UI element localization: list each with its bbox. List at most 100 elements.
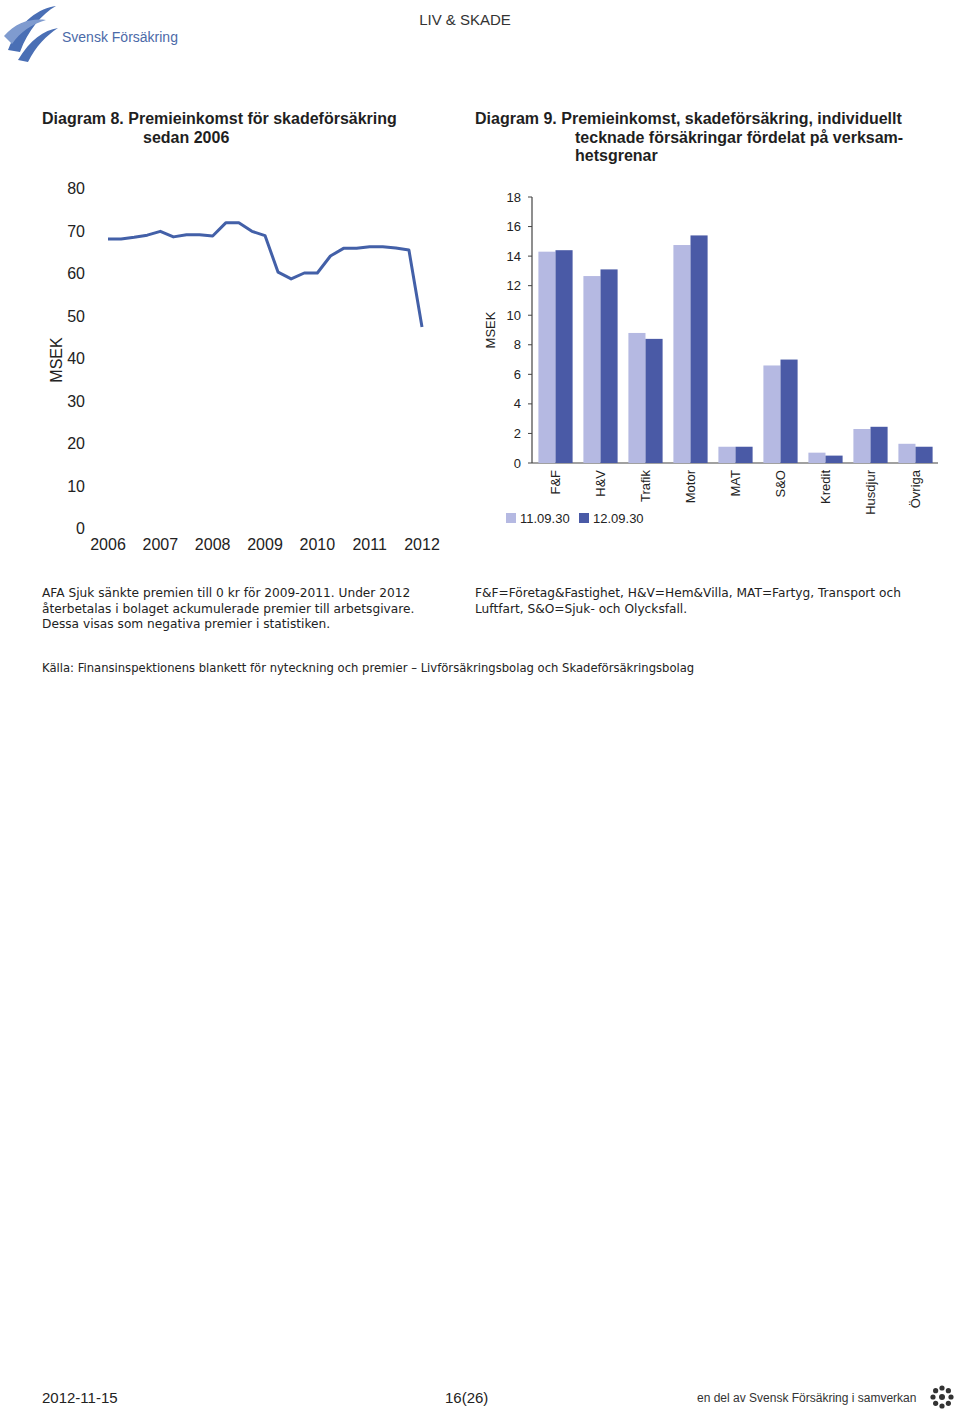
bar (916, 447, 933, 463)
icon-dot (933, 1388, 938, 1393)
x-tick-label: 2012 (404, 536, 440, 553)
y-axis-label: MSEK (48, 337, 65, 383)
y-axis: 024681012141618 (507, 190, 938, 471)
bar (601, 269, 618, 463)
footer-tagline: en del av Svensk Försäkring i samverkan (697, 1391, 916, 1405)
x-tick-label: 2007 (143, 536, 179, 553)
bar (808, 453, 825, 463)
x-tick-label: H&V (593, 470, 608, 497)
y-tick (528, 256, 532, 257)
bar (646, 339, 663, 463)
x-tick-label: 2010 (300, 536, 336, 553)
y-tick-label: 6 (514, 367, 521, 382)
note-line: återbetalas i bolaget ackumulerade premi… (42, 602, 414, 616)
bar (898, 444, 915, 463)
bar (826, 456, 843, 463)
footer-page: 16(26) (445, 1389, 488, 1406)
title-line: tecknade försäkringar fördelat på verksa… (575, 129, 903, 146)
y-tick-label: 12 (507, 278, 521, 293)
x-tick-label: 2006 (90, 536, 126, 553)
bar (583, 276, 600, 463)
page: Svensk Försäkring LIV & SKADE Diagram 8. P… (0, 0, 960, 1415)
y-tick-label: 8 (514, 337, 521, 352)
legend: 11.09.3012.09.30 (506, 511, 644, 526)
y-tick (528, 463, 532, 464)
chart-title: Diagram 8. Premieinkomst för skadeförsäk… (42, 110, 397, 146)
y-tick-label: 10 (67, 478, 85, 495)
y-tick-label: 0 (514, 456, 521, 471)
bar (538, 252, 555, 463)
x-axis: 2006 2007 2008 2009 2010 2011 2012 (90, 536, 440, 553)
x-tick-label: Trafik (638, 470, 653, 503)
bar (556, 250, 573, 463)
bar (853, 429, 870, 463)
plot-area (538, 235, 932, 463)
title-line: hetsgrenar (575, 147, 658, 164)
y-axis-label: MSEK (483, 311, 498, 348)
x-tick-label: 2008 (195, 536, 231, 553)
legend-label: 12.09.30 (593, 511, 644, 526)
bar (736, 447, 753, 463)
title-line: Diagram 9. Premieinkomst, skadeförsäkrin… (475, 110, 902, 127)
bar (628, 333, 645, 463)
x-tick-label: F&F (548, 470, 563, 495)
y-tick-label: 0 (76, 520, 85, 537)
y-tick-label: 20 (67, 435, 85, 452)
bar (781, 360, 798, 463)
icon-dot (939, 1403, 944, 1408)
x-axis: F&FH&VTrafikMotorMATS&OKreditHusdjurÖvri… (548, 469, 923, 515)
y-tick-label: 14 (507, 249, 521, 264)
icon-dot (933, 1401, 938, 1406)
title-line: Diagram 8. Premieinkomst för skadeförsäk… (42, 110, 397, 127)
legend-swatch (579, 513, 589, 523)
y-tick (528, 315, 532, 316)
icon-dot (948, 1394, 953, 1399)
y-tick-label: 80 (67, 180, 85, 197)
note-line: Dessa visas som negativa premier i stati… (42, 617, 330, 631)
bar (691, 235, 708, 463)
x-tick-label: 2011 (352, 536, 387, 553)
data-line (108, 223, 422, 327)
y-axis: 01020304050607080 (67, 180, 85, 537)
y-tick (528, 226, 532, 227)
x-tick-label: S&O (773, 470, 788, 497)
y-tick-label: 18 (507, 190, 521, 205)
y-tick (528, 344, 532, 345)
logo-swoosh (18, 28, 58, 62)
legend-swatch (506, 513, 516, 523)
chart-title: Diagram 9. Premieinkomst, skadeförsäkrin… (475, 110, 903, 164)
source-note: Källa: Finansinspektionens blankett för … (42, 661, 694, 675)
icon-dot (946, 1388, 951, 1393)
x-tick-label: Husdjur (863, 469, 878, 514)
y-tick-label: 4 (514, 396, 521, 411)
y-tick-label: 70 (67, 223, 85, 240)
note-line: Luftfart, S&O=Sjuk- och Olycksfall. (475, 602, 687, 616)
x-tick-label: Motor (683, 469, 698, 503)
footer-date: 2012-11-15 (42, 1389, 118, 1406)
y-tick (528, 285, 532, 286)
icon-dot (939, 1385, 944, 1390)
y-tick-label: 10 (507, 308, 521, 323)
bar (673, 245, 690, 463)
bar (718, 447, 735, 463)
y-tick-label: 60 (67, 265, 85, 282)
section-title: LIV & SKADE (419, 11, 511, 28)
footer-icon (930, 1385, 953, 1408)
icon-dot (946, 1401, 951, 1406)
plot-area (108, 223, 422, 327)
y-tick-label: 50 (67, 308, 85, 325)
y-tick (528, 374, 532, 375)
note-line: AFA Sjuk sänkte premien till 0 kr för 20… (42, 586, 410, 600)
x-tick-label: 2009 (247, 536, 283, 553)
logo-text: Svensk Försäkring (62, 29, 178, 45)
x-tick-label: MAT (728, 470, 743, 497)
y-tick-label: 30 (67, 393, 85, 410)
chart-note: F&F=Företag&Fastighet, H&V=Hem&Villa, MA… (475, 586, 901, 616)
chart-note: AFA Sjuk sänkte premien till 0 kr för 20… (42, 586, 414, 631)
y-tick-label: 16 (507, 219, 521, 234)
icon-dot (930, 1394, 935, 1399)
y-axis-line (531, 197, 532, 463)
bar (763, 365, 780, 463)
y-tick (528, 433, 532, 434)
icon-dot (939, 1394, 945, 1400)
